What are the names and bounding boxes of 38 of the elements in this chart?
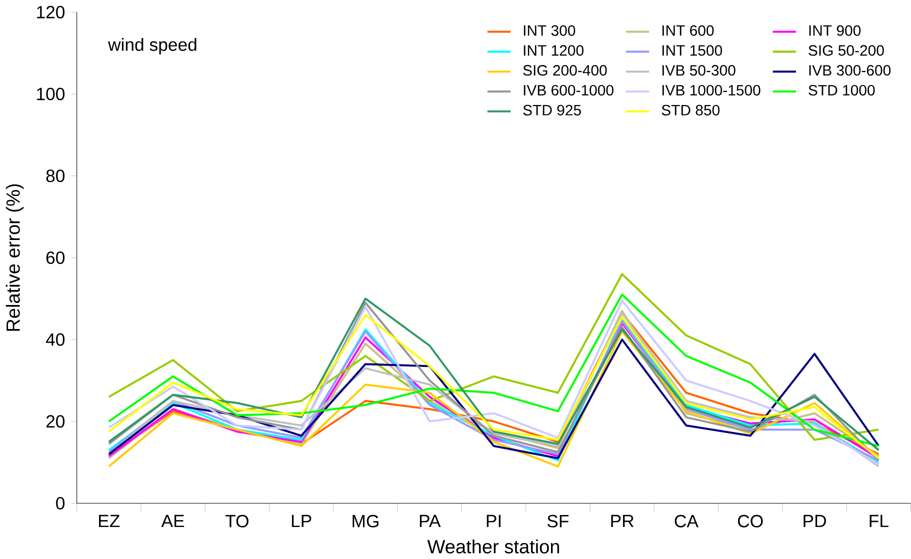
y-tick-label: 20 <box>46 414 65 428</box>
y-tick-label: 60 <box>46 251 65 264</box>
legend-label: STD 850 <box>662 104 720 116</box>
x-tick-label: FL <box>870 514 888 527</box>
legend-label: IVB 300-600 <box>809 64 891 76</box>
text: wind speed <box>108 38 196 54</box>
x-tick-label: CA <box>674 514 698 528</box>
x-tick-label: LP <box>292 514 312 527</box>
y-tick-label: 100 <box>37 88 65 100</box>
legend-label: SIG 200-400 <box>523 64 607 76</box>
x-tick-label: TO <box>225 514 248 528</box>
x-tick-label: SF <box>547 514 569 528</box>
y-tick-label: 0 <box>56 496 65 510</box>
legend-label: IVB 600-1000 <box>524 84 614 96</box>
legend-label: INT 1200 <box>524 45 584 56</box>
legend-label: IVB 1000-1500 <box>662 84 760 96</box>
legend-label: IVB 50-300 <box>662 64 736 76</box>
legend-label: INT 1500 <box>662 45 722 56</box>
legend-label: INT 300 <box>524 25 576 36</box>
line-series <box>108 272 880 441</box>
legend-label: SIG 50-200 <box>808 45 884 56</box>
legend-label: INT 600 <box>662 25 714 36</box>
x-tick-label: EZ <box>99 514 120 527</box>
x-tick-label: MG <box>352 514 378 528</box>
x-tick-label: PR <box>611 514 634 527</box>
y-axis-title: Relative error (%) <box>6 184 24 331</box>
y-tick-label: 80 <box>46 169 65 182</box>
legend-label: STD 925 <box>523 104 581 116</box>
legend-label: STD 1000 <box>808 84 875 96</box>
legend-label: INT 900 <box>809 25 861 36</box>
x-tick-label: PI <box>486 514 501 527</box>
x-tick-label: CO <box>738 514 763 528</box>
x-axis-title: Weather station <box>427 539 560 554</box>
x-tick-label: AE <box>161 514 184 527</box>
x-tick-label: PD <box>804 514 826 527</box>
y-tick-label: 120 <box>37 6 65 18</box>
y-tick-label: 40 <box>46 333 65 346</box>
x-tick-label: PA <box>420 514 441 527</box>
